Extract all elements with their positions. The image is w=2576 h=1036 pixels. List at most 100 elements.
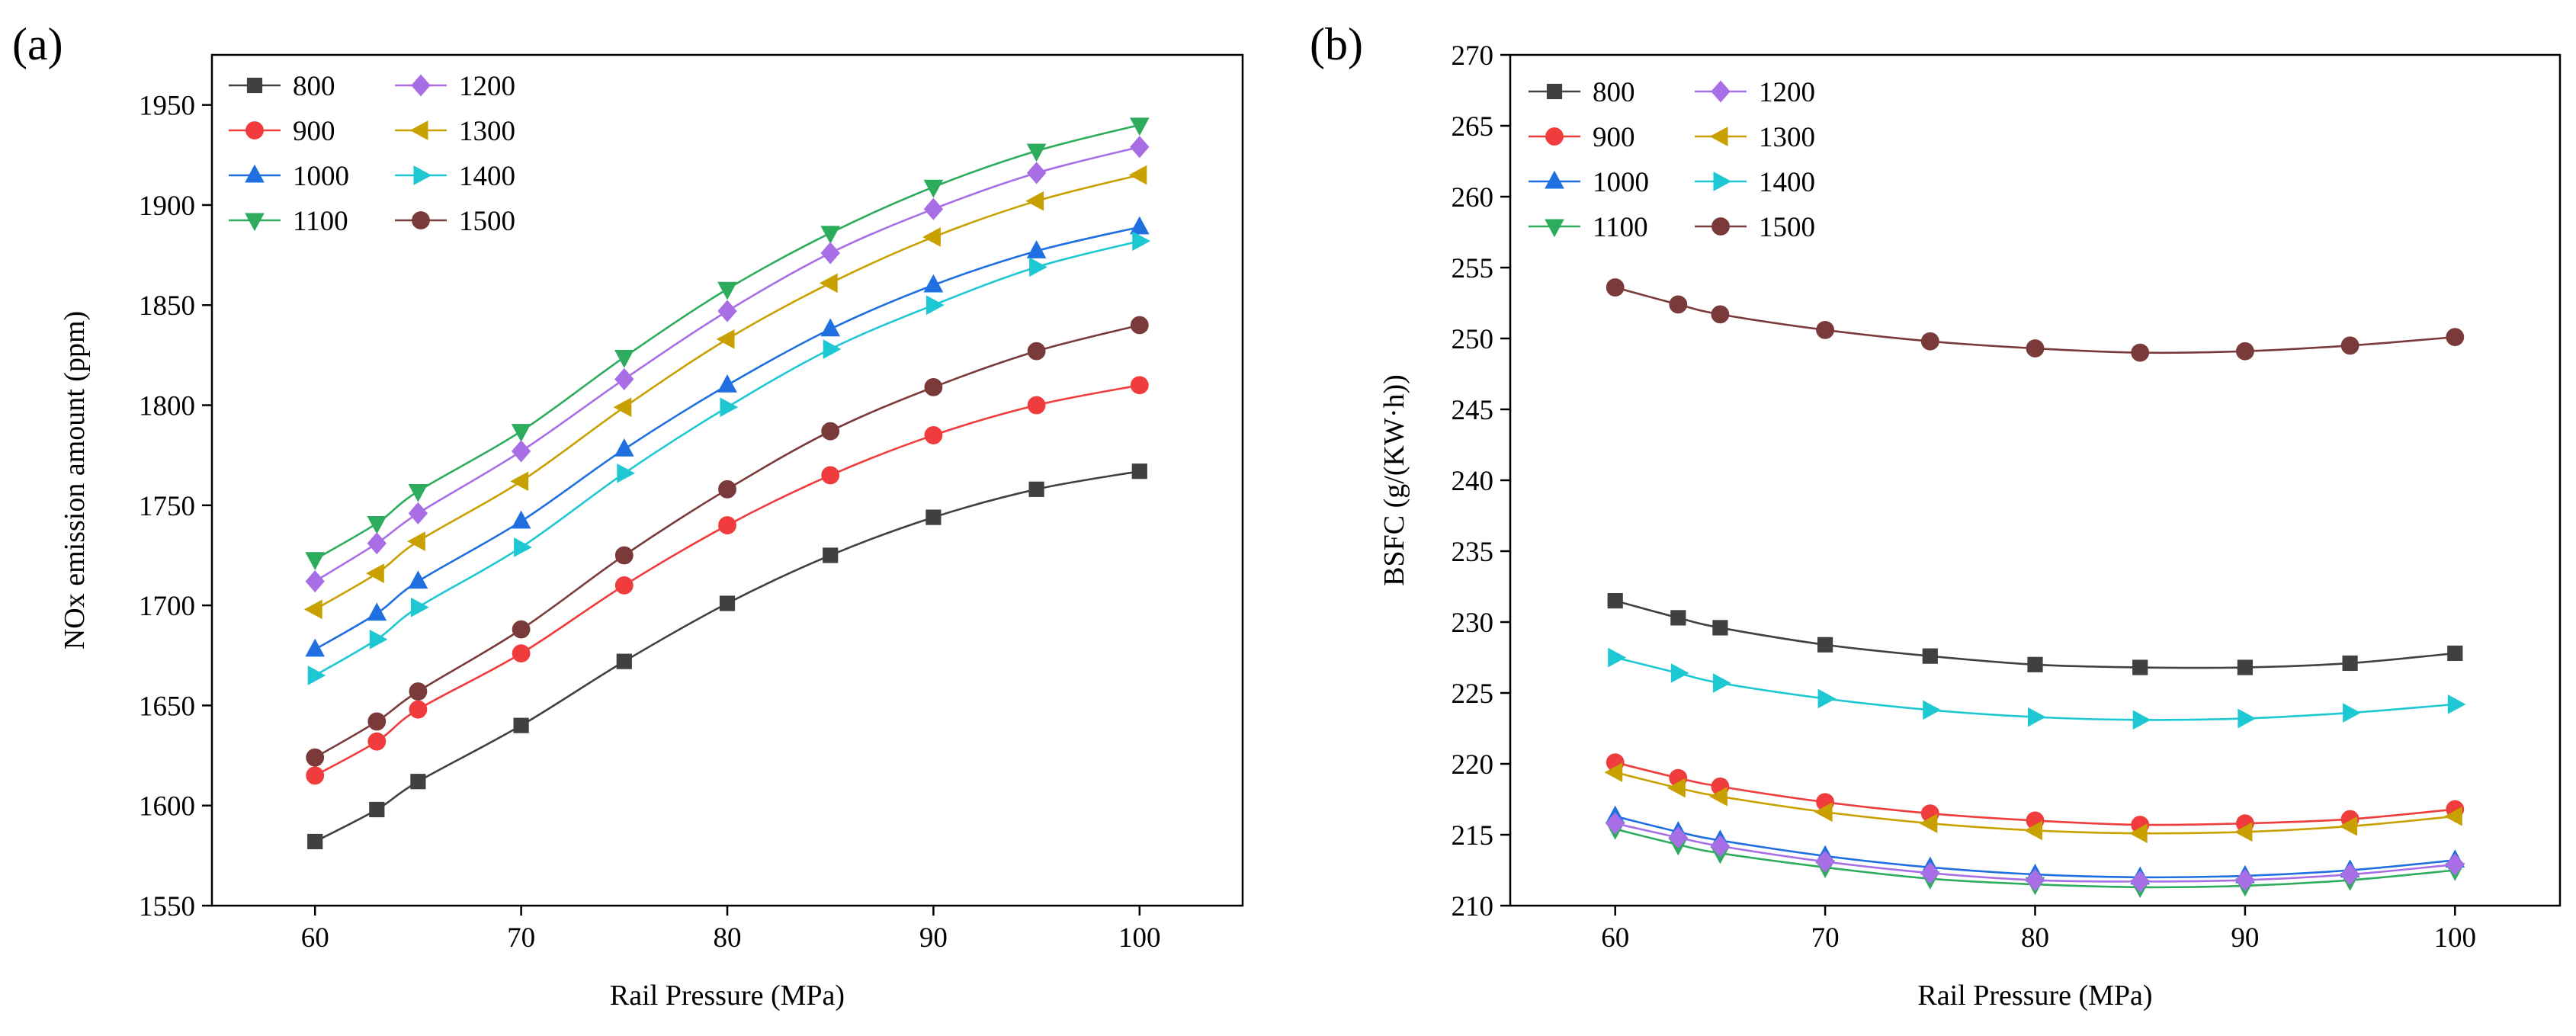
- data-point: [1026, 143, 1047, 162]
- data-point: [1920, 332, 1939, 351]
- data-point: [1712, 620, 1728, 636]
- data-point: [1709, 786, 1727, 807]
- data-point: [2446, 328, 2465, 347]
- data-point: [307, 833, 323, 850]
- data-point: [2024, 820, 2042, 841]
- data-point: [1131, 463, 1147, 480]
- data-point: [1814, 802, 1833, 823]
- data-point: [1606, 812, 1625, 835]
- data-point: [2444, 806, 2462, 826]
- series-900: [1606, 753, 2465, 834]
- data-point: [1710, 835, 1731, 858]
- series-line-1300: [314, 174, 1140, 611]
- data-point: [820, 226, 841, 244]
- data-point: [924, 426, 943, 444]
- data-point: [616, 653, 632, 669]
- data-point: [718, 516, 736, 534]
- data-point: [305, 638, 326, 657]
- series-1300: [1604, 762, 2462, 843]
- legend-label: 1100: [1593, 212, 1648, 243]
- data-point: [923, 197, 944, 220]
- data-point: [1816, 320, 1835, 339]
- data-point: [2339, 816, 2358, 836]
- data-point: [367, 602, 387, 621]
- data-point: [2234, 822, 2253, 842]
- series-line-1400: [1615, 656, 2456, 721]
- series-800: [1607, 593, 2463, 675]
- data-point: [821, 466, 840, 485]
- legend-marker: [1711, 217, 1730, 236]
- legend-label: 1300: [1759, 122, 1815, 153]
- data-point: [2445, 853, 2465, 876]
- panel-label: (a): [12, 19, 63, 69]
- series-line-1100: [1615, 828, 2456, 889]
- data-point: [614, 438, 634, 457]
- y-tick-label: 1700: [139, 591, 195, 622]
- legend-label: 900: [293, 116, 335, 147]
- legend-marker: [1713, 172, 1732, 191]
- y-tick-label: 1550: [139, 891, 195, 922]
- panel-label: (b): [1310, 19, 1363, 69]
- series-800: [307, 463, 1147, 850]
- data-point: [367, 515, 387, 534]
- data-point: [923, 274, 944, 293]
- data-point: [2447, 645, 2463, 662]
- data-point: [614, 367, 634, 390]
- data-point: [1923, 700, 1942, 720]
- data-point: [307, 666, 326, 685]
- x-tick-label: 70: [1811, 922, 1840, 954]
- series-900: [306, 376, 1149, 785]
- data-point: [1920, 861, 1940, 884]
- data-point: [1604, 762, 1623, 782]
- data-point: [1132, 231, 1151, 252]
- data-point: [1129, 117, 1150, 136]
- y-tick-label: 1800: [139, 391, 195, 422]
- y-tick-label: 1650: [139, 691, 195, 722]
- data-point: [2235, 868, 2255, 892]
- legend-label: 1400: [1759, 167, 1815, 198]
- data-point: [2025, 868, 2045, 892]
- data-point: [717, 300, 737, 322]
- x-tick-label: 90: [2231, 922, 2259, 954]
- data-point: [2343, 703, 2361, 723]
- data-point: [1608, 647, 1626, 668]
- x-tick-label: 60: [1601, 922, 1629, 954]
- series-line-1200: [314, 146, 1140, 582]
- y-axis-label: BSFC (g/(KW·h)): [1378, 374, 1410, 586]
- x-axis-label: Rail Pressure (MPa): [610, 980, 845, 1012]
- legend-label: 1200: [459, 71, 515, 102]
- chart-panel-b: (b) 60 70 80 90 100 210 215 220 225 230 235 240 245 25…: [1310, 19, 2562, 1012]
- data-point: [1815, 850, 1835, 873]
- data-point: [823, 547, 839, 563]
- data-point: [617, 463, 636, 483]
- data-point: [716, 329, 735, 349]
- legend-label: 800: [293, 71, 335, 102]
- data-point: [2128, 823, 2148, 843]
- data-point: [1129, 216, 1150, 235]
- series-1400: [1608, 647, 2466, 730]
- legend-label: 1400: [459, 161, 515, 192]
- data-point: [2026, 339, 2045, 358]
- legend-marker: [1545, 127, 1564, 146]
- data-point: [2131, 343, 2150, 362]
- series-1100: [305, 117, 1150, 570]
- data-point: [2236, 342, 2254, 361]
- y-tick-label: 260: [1452, 182, 1494, 213]
- data-point: [512, 620, 531, 639]
- y-tick-label: 1900: [139, 191, 195, 222]
- legend-label: 1000: [293, 161, 349, 192]
- data-point: [369, 629, 388, 650]
- data-point: [1670, 610, 1686, 626]
- data-point: [1026, 240, 1047, 258]
- y-tick-label: 1950: [139, 91, 195, 122]
- y-tick-label: 215: [1452, 820, 1494, 852]
- series-line-1100: [314, 123, 1140, 560]
- data-point: [820, 318, 841, 337]
- data-point: [614, 350, 634, 368]
- data-point: [2132, 659, 2148, 675]
- y-tick-label: 1750: [139, 491, 195, 522]
- data-point: [408, 570, 428, 589]
- data-point: [614, 546, 634, 565]
- legend-label: 1100: [293, 206, 348, 237]
- legend-marker: [245, 121, 264, 140]
